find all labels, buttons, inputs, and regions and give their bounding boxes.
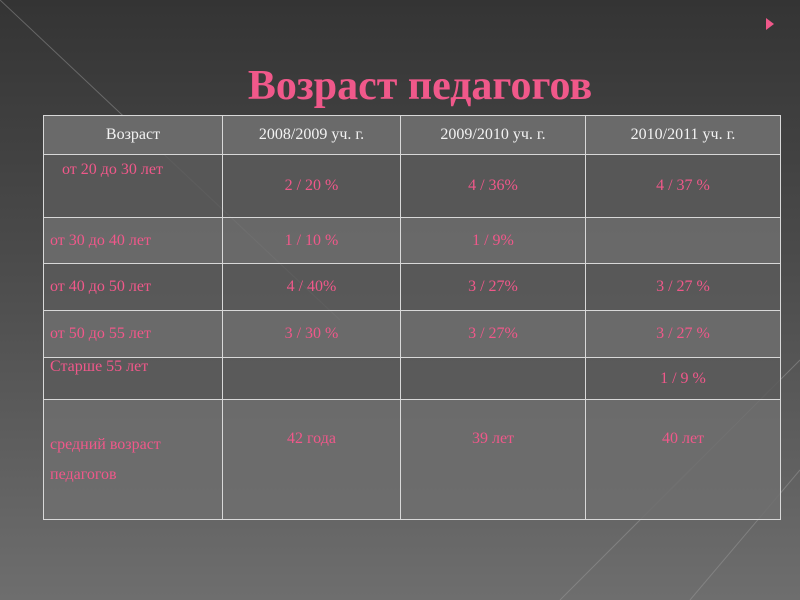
table-cell: 3 / 27%	[400, 310, 586, 358]
row-label: средний возраст педагогов	[43, 399, 223, 520]
table-cell: 4 / 40%	[222, 263, 401, 311]
header-cell: 2008/2009 уч. г.	[222, 115, 401, 155]
row-label: от 40 до 50 лет	[43, 263, 223, 311]
table-cell: 1 / 9%	[400, 217, 586, 264]
table-cell: 1 / 10 %	[222, 217, 401, 264]
table-cell: 3 / 27%	[400, 263, 586, 311]
table-cell: 2 / 20 %	[222, 154, 401, 218]
header-cell: 2010/2011 уч. г.	[585, 115, 781, 155]
table-cell: 3 / 30 %	[222, 310, 401, 358]
table-cell: 1 / 9 %	[585, 357, 781, 400]
row-label: от 20 до 30 лет	[43, 154, 223, 218]
table-cell	[222, 357, 401, 400]
row-label: от 30 до 40 лет	[43, 217, 223, 264]
header-cell: 2009/2010 уч. г.	[400, 115, 586, 155]
table-cell: 3 / 27 %	[585, 263, 781, 311]
header-cell: Возраст	[43, 115, 223, 155]
row-label: от 50 до 55 лет	[43, 310, 223, 358]
table-row: Старше 55 лет 1 / 9 %	[43, 357, 781, 400]
table-row: от 20 до 30 лет 2 / 20 % 4 / 36% 4 / 37 %	[43, 154, 781, 218]
table-cell: 42 года	[222, 399, 401, 520]
table-cell: 4 / 37 %	[585, 154, 781, 218]
table-row: от 40 до 50 лет 4 / 40% 3 / 27% 3 / 27 %	[43, 263, 781, 311]
table-cell	[400, 357, 586, 400]
table-cell: 3 / 27 %	[585, 310, 781, 358]
table-cell: 39 лет	[400, 399, 586, 520]
table-cell: 4 / 36%	[400, 154, 586, 218]
header-row: Возраст 2008/2009 уч. г. 2009/2010 уч. г. 2…	[43, 115, 781, 155]
row-label: Старше 55 лет	[43, 357, 223, 400]
table-row: средний возраст педагогов 42 года 39 лет 40…	[43, 399, 781, 520]
table-cell: 40 лет	[585, 399, 781, 520]
table-cell	[585, 217, 781, 264]
age-table: Возраст 2008/2009 уч. г. 2009/2010 уч. г. 2…	[43, 115, 781, 520]
slide-title: Возраст педагогов	[247, 63, 593, 109]
table-row: от 50 до 55 лет 3 / 30 % 3 / 27% 3 / 27 %	[43, 310, 781, 358]
table-row: от 30 до 40 лет 1 / 10 % 1 / 9%	[43, 217, 781, 264]
